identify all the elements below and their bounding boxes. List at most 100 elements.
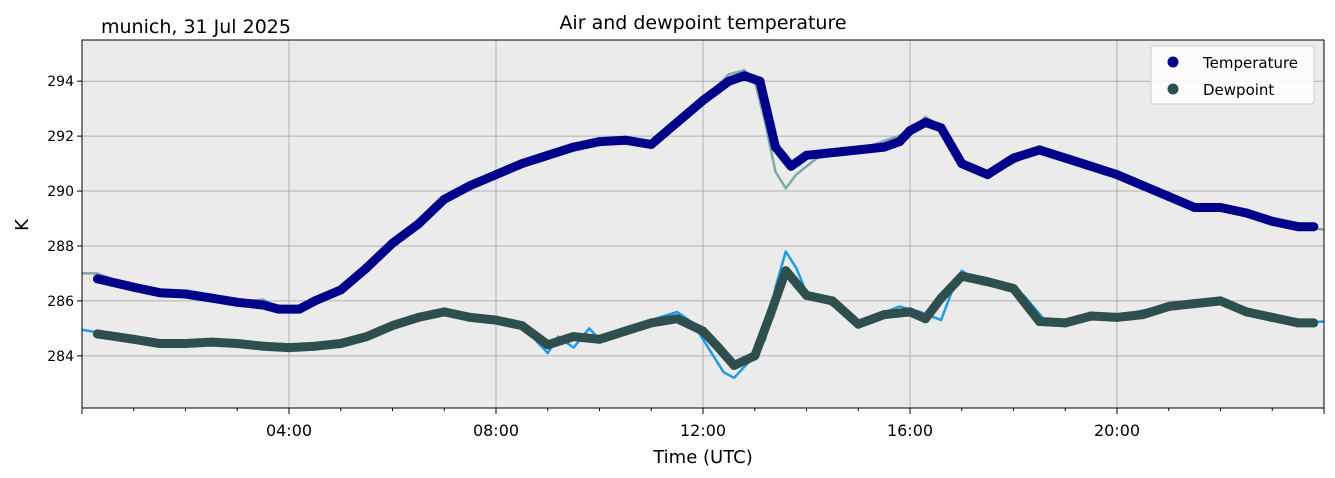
y-axis: 284 286 288 290 292 294 <box>47 74 82 365</box>
point-temperature-3 <box>181 289 190 299</box>
point-dewpoint-46 <box>1216 296 1225 306</box>
point-dewpoint-13 <box>439 307 449 317</box>
point-dewpoint-38 <box>1009 284 1018 293</box>
point-dewpoint-19 <box>595 334 604 344</box>
legend-marker-temperature <box>1167 56 1179 68</box>
point-dewpoint-14 <box>465 312 475 322</box>
point-temperature-22 <box>646 139 656 149</box>
point-temperature-16 <box>491 170 501 180</box>
point-dewpoint-3 <box>181 339 190 348</box>
point-temperature-14 <box>439 194 449 204</box>
point-temperature-17 <box>517 159 527 169</box>
point-dewpoint-15 <box>491 315 501 325</box>
legend: Temperature Dewpoint <box>1150 45 1315 105</box>
point-temperature-30 <box>802 150 811 160</box>
point-temperature-48 <box>1216 203 1225 212</box>
point-temperature-9 <box>310 296 320 306</box>
point-dewpoint-7 <box>284 343 294 353</box>
point-dewpoint-33 <box>905 307 915 317</box>
point-dewpoint-42 <box>1112 312 1122 322</box>
point-temperature-45 <box>1138 181 1148 191</box>
point-dewpoint-28 <box>781 266 791 276</box>
point-dewpoint-29 <box>802 290 811 300</box>
point-temperature-23 <box>672 117 682 127</box>
point-dewpoint-27 <box>765 310 775 320</box>
x-tick-label-2: 12:00 <box>680 421 726 440</box>
y-tick-label-2: 288 <box>47 239 74 255</box>
point-dewpoint-34 <box>921 314 930 324</box>
smoothed-series <box>93 71 1319 370</box>
point-dewpoint-39 <box>1034 317 1044 326</box>
point-temperature-39 <box>983 170 993 180</box>
point-temperature-35 <box>905 126 915 136</box>
point-dewpoint-30 <box>827 296 837 306</box>
point-dewpoint-21 <box>646 318 656 328</box>
point-temperature-34 <box>895 137 905 147</box>
point-temperature-31 <box>827 148 837 158</box>
point-temperature-13 <box>413 219 423 229</box>
point-dewpoint-0 <box>93 329 102 339</box>
point-dewpoint-36 <box>957 271 967 281</box>
point-temperature-42 <box>1060 153 1070 163</box>
point-temperature-29 <box>786 161 796 171</box>
legend-marker-dewpoint <box>1167 83 1179 95</box>
point-dewpoint-23 <box>698 326 708 336</box>
point-dewpoint-40 <box>1060 318 1070 328</box>
point-temperature-24 <box>698 95 708 105</box>
point-dewpoint-44 <box>1164 301 1174 311</box>
point-dewpoint-6 <box>258 341 268 351</box>
point-dewpoint-2 <box>155 339 165 348</box>
point-temperature-26 <box>739 71 749 81</box>
point-temperature-47 <box>1190 203 1200 212</box>
point-dewpoint-10 <box>362 332 372 342</box>
point-temperature-8 <box>294 304 304 314</box>
point-dewpoint-11 <box>388 321 397 331</box>
point-temperature-37 <box>936 123 946 133</box>
point-temperature-0 <box>93 274 102 284</box>
point-dewpoint-12 <box>413 312 423 322</box>
point-temperature-27 <box>755 76 765 86</box>
point-temperature-38 <box>957 159 967 169</box>
point-dewpoint-5 <box>232 339 242 348</box>
point-temperature-11 <box>362 263 372 273</box>
point-temperature-40 <box>1009 153 1018 163</box>
point-dewpoint-20 <box>620 326 630 336</box>
y-tick-label-1: 286 <box>47 294 74 310</box>
point-temperature-7 <box>274 304 284 314</box>
point-dewpoint-18 <box>569 332 579 342</box>
x-axis: 04:00 08:00 12:00 16:00 20:00 <box>81 408 1325 440</box>
point-temperature-49 <box>1241 208 1251 218</box>
point-dewpoint-31 <box>853 319 863 329</box>
point-temperature-18 <box>543 150 553 160</box>
point-temperature-6 <box>258 300 268 310</box>
point-temperature-25 <box>724 76 734 86</box>
chart-title: Air and dewpoint temperature <box>559 12 846 34</box>
location-date-label: munich, 31 Jul 2025 <box>101 16 291 38</box>
point-dewpoint-17 <box>543 340 553 350</box>
point-temperature-52 <box>1309 222 1319 232</box>
point-dewpoint-26 <box>750 351 760 361</box>
point-temperature-36 <box>921 117 930 127</box>
x-tick-label-1: 08:00 <box>473 421 519 440</box>
point-temperature-33 <box>879 142 889 152</box>
point-temperature-44 <box>1112 170 1122 180</box>
point-temperature-2 <box>155 288 165 298</box>
point-dewpoint-32 <box>879 310 889 320</box>
point-temperature-12 <box>388 238 397 248</box>
point-temperature-43 <box>1086 161 1096 171</box>
point-dewpoint-41 <box>1086 311 1096 321</box>
legend-label-temperature: Temperature <box>1202 54 1298 72</box>
point-temperature-46 <box>1164 192 1174 201</box>
point-dewpoint-24 <box>714 343 723 353</box>
point-dewpoint-37 <box>983 277 993 287</box>
y-tick-label-5: 294 <box>47 74 74 90</box>
legend-box <box>1150 45 1315 105</box>
point-temperature-5 <box>232 297 242 307</box>
point-dewpoint-25 <box>729 360 739 370</box>
point-dewpoint-50 <box>1309 318 1319 328</box>
point-dewpoint-9 <box>336 339 346 348</box>
y-tick-label-0: 284 <box>47 349 74 365</box>
point-dewpoint-8 <box>310 341 320 351</box>
point-temperature-4 <box>206 293 216 303</box>
